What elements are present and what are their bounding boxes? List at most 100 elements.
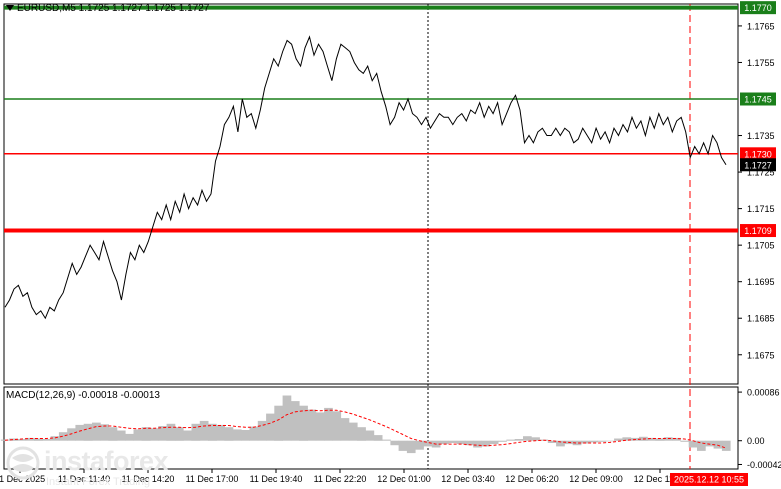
macd-histogram-bar bbox=[614, 438, 623, 441]
x-tick-label: 11 Dec 11:40 bbox=[58, 474, 110, 484]
macd-histogram-bar bbox=[448, 440, 458, 443]
level-tag-bg bbox=[740, 147, 776, 161]
watermark-logo: instaforex Instant Forex Trading bbox=[4, 446, 184, 488]
macd-histogram-bar bbox=[257, 420, 267, 441]
macd-histogram-bar bbox=[183, 430, 192, 441]
x-tick-label: 11 Dec 17:00 bbox=[186, 474, 239, 484]
y-tick-label: 1.1675 bbox=[747, 350, 775, 360]
macd-histogram-bar bbox=[697, 440, 706, 451]
level-tag: 1.1770 bbox=[740, 1, 776, 15]
macd-histogram-bar bbox=[547, 440, 557, 443]
y-tick-label: 1.1755 bbox=[747, 58, 775, 68]
macd-histogram-bar bbox=[705, 440, 714, 447]
x-tick-label: 11 Dec 14:20 bbox=[122, 474, 175, 484]
macd-histogram-bar bbox=[481, 440, 491, 447]
macd-histogram-bar bbox=[489, 440, 499, 445]
macd-histogram-bar bbox=[415, 440, 424, 450]
chevron-down-icon bbox=[6, 5, 14, 12]
macd-histogram-bar bbox=[282, 395, 292, 441]
level-tag-bg bbox=[740, 92, 776, 106]
macd-histogram-bar bbox=[216, 424, 225, 441]
x-tick-label: 12 Dec 06:20 bbox=[505, 474, 559, 484]
symbol-header: EURUSD,M5 1.1725 1.1727 1.1725 1.1727 bbox=[6, 3, 209, 14]
macd-y-tick-label: 0.00 bbox=[747, 436, 765, 446]
macd-histogram-bar bbox=[199, 420, 209, 441]
macd-histogram-bar bbox=[307, 409, 317, 441]
macd-histogram-bar bbox=[680, 440, 690, 442]
macd-histogram-bar bbox=[108, 427, 118, 441]
macd-histogram-bar bbox=[274, 405, 283, 441]
macd-histogram-bar bbox=[622, 437, 632, 441]
level-tag-label: 1.1745 bbox=[744, 95, 772, 105]
macd-histogram-bar bbox=[688, 440, 698, 448]
current-price-bg bbox=[740, 158, 776, 172]
macd-histogram-bar bbox=[506, 439, 516, 441]
macd-histogram-bar bbox=[241, 430, 250, 441]
macd-histogram-bar bbox=[464, 440, 474, 446]
y-tick-label: 1.1695 bbox=[747, 277, 775, 287]
macd-histogram-bar bbox=[58, 432, 68, 441]
macd-histogram-bar bbox=[713, 440, 723, 449]
level-tag: 1.1709 bbox=[740, 224, 776, 238]
macd-histogram-bar bbox=[83, 423, 93, 441]
macd-histogram-bar bbox=[191, 423, 201, 441]
level-tag-bg bbox=[740, 1, 776, 15]
macd-histogram-bar bbox=[100, 424, 109, 441]
x-tick-label: 11 Dec 19:40 bbox=[250, 474, 303, 484]
macd-histogram-bar bbox=[290, 401, 300, 441]
macd-histogram-bar bbox=[390, 440, 400, 446]
instaforex-logo-icon bbox=[6, 446, 40, 480]
y-tick-label: 1.1715 bbox=[747, 204, 775, 214]
macd-histogram-bar bbox=[141, 427, 151, 441]
macd-histogram-bar bbox=[406, 440, 416, 454]
macd-histogram-bar bbox=[158, 426, 167, 441]
macd-histogram-bar bbox=[456, 440, 466, 445]
level-tag-bg bbox=[740, 224, 776, 238]
macd-histogram-bar bbox=[25, 437, 35, 441]
macd-histogram-bar bbox=[224, 427, 234, 441]
current-price-label: 1.1727 bbox=[744, 160, 772, 170]
watermark-tagline: Instant Forex Trading bbox=[46, 476, 150, 488]
macd-histogram-bar bbox=[373, 435, 383, 441]
macd-histogram-bar bbox=[67, 428, 76, 441]
macd-histogram-bar bbox=[357, 427, 366, 441]
macd-histogram-bar bbox=[232, 429, 242, 441]
macd-histogram-bar bbox=[572, 440, 582, 446]
current-price-tag: 1.1727 bbox=[740, 158, 776, 172]
macd-histogram-bar bbox=[125, 433, 134, 441]
macd-histogram-bar bbox=[655, 438, 665, 441]
macd-label: MACD(12,26,9) -0.00018 -0.00013 bbox=[6, 390, 160, 401]
y-tick-label: 1.1705 bbox=[747, 241, 775, 251]
macd-histogram-bar bbox=[208, 423, 217, 441]
macd-histogram-bar bbox=[589, 440, 598, 443]
macd-histogram-bar bbox=[647, 437, 656, 441]
x-tick-label: 12 Dec 01:00 bbox=[377, 474, 431, 484]
x-tick-label: 12 Dec 03:40 bbox=[441, 474, 495, 484]
macd-histogram-bar bbox=[116, 430, 126, 441]
macd-histogram-bar bbox=[498, 440, 507, 442]
current-time-label: 2025.12.12 10:55 bbox=[674, 475, 744, 485]
level-tag-label: 1.1709 bbox=[744, 226, 772, 236]
y-tick-label: 1.1725 bbox=[747, 168, 775, 178]
macd-histogram-bar bbox=[440, 440, 449, 445]
macd-histogram-bar bbox=[166, 423, 176, 441]
macd-histogram-bar bbox=[365, 430, 375, 441]
macd-signal-line bbox=[4, 409, 727, 449]
macd-histogram-bar bbox=[531, 437, 540, 441]
macd-histogram-bar bbox=[514, 439, 524, 441]
macd-histogram-bar bbox=[523, 436, 532, 441]
macd-histogram-bar bbox=[605, 440, 615, 442]
level-tag: 1.1745 bbox=[740, 92, 776, 106]
macd-histogram-bar bbox=[249, 426, 259, 441]
macd-y-tick-label: -0.00042 bbox=[747, 460, 781, 470]
y-tick-label: 1.1685 bbox=[747, 314, 775, 324]
macd-histogram-bar bbox=[92, 422, 101, 441]
macd-histogram-bar bbox=[581, 440, 590, 444]
level-tag-label: 1.1730 bbox=[744, 149, 772, 159]
symbol-line: EURUSD,M5 1.1725 1.1727 1.1725 1.1727 bbox=[17, 3, 210, 14]
macd-histogram-bar bbox=[556, 440, 565, 447]
current-time-tag: 2025.12.12 10:55 bbox=[670, 473, 748, 486]
macd-histogram-bar bbox=[75, 424, 85, 441]
x-tick-label: 12 Dec 09:00 bbox=[569, 474, 623, 484]
macd-histogram-bar bbox=[9, 438, 18, 441]
